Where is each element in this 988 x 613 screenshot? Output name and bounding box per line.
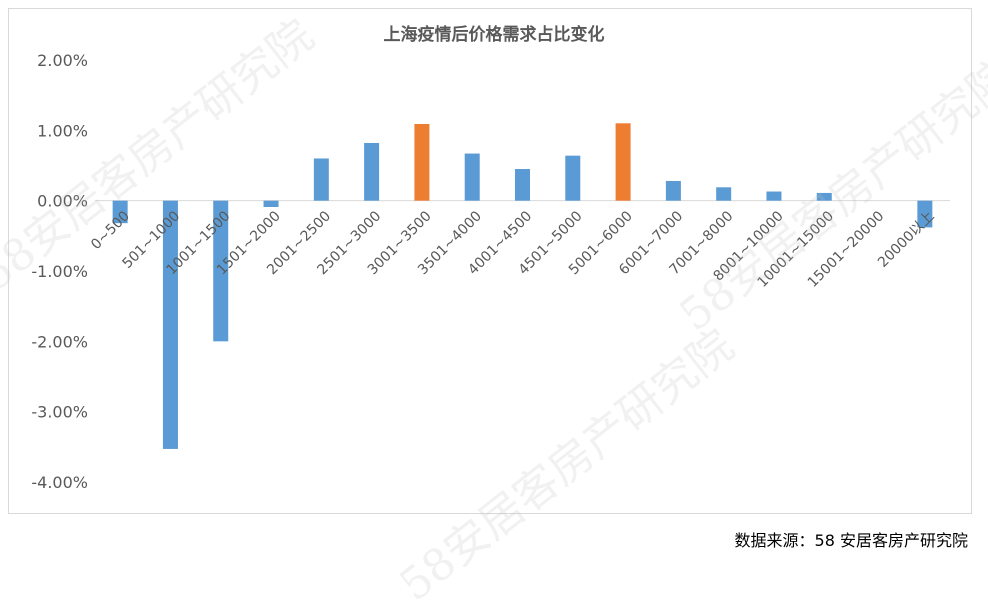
y-tick-label: -3.00% xyxy=(31,403,88,422)
bar xyxy=(263,200,279,207)
bar xyxy=(112,200,128,224)
bar xyxy=(313,158,329,201)
bar-chart: 2.00% 1.00% 0.00% -1.00% -2.00% -3.00% -4.00% 0… xyxy=(31,51,950,492)
chart-title: 上海疫情后价格需求占比变化 xyxy=(383,25,605,45)
y-tick-label: 2.00% xyxy=(37,51,88,70)
y-tick-label: 0.00% xyxy=(37,192,88,211)
bar xyxy=(414,124,430,201)
bar xyxy=(615,123,631,201)
bar xyxy=(917,200,933,228)
bar xyxy=(213,200,229,342)
bar xyxy=(766,191,782,201)
x-tick-label: 0~500 xyxy=(88,208,133,253)
y-tick-label: -2.00% xyxy=(31,332,88,351)
bar xyxy=(565,155,581,201)
bar xyxy=(665,180,681,201)
bar xyxy=(162,200,178,449)
y-tick-label: 1.00% xyxy=(37,121,88,140)
source-note: 数据来源：58 安居客房产研究院 xyxy=(734,531,968,550)
bar xyxy=(515,169,530,201)
y-tick-label: -4.00% xyxy=(31,473,88,492)
bar xyxy=(364,142,380,201)
bar xyxy=(816,192,832,201)
bar xyxy=(716,187,732,201)
bar xyxy=(464,153,480,201)
y-tick-label: -1.00% xyxy=(31,262,88,281)
